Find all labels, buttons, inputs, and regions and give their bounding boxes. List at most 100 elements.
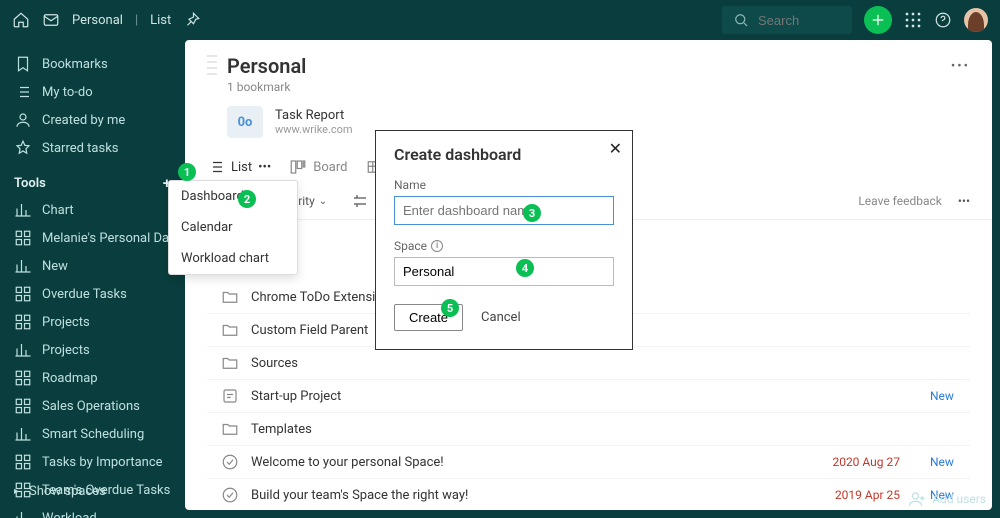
sidebar-tool-projects[interactable]: Projects xyxy=(0,336,185,364)
row-date: 2019 Apr 25 xyxy=(835,488,900,502)
help-icon[interactable] xyxy=(934,11,952,29)
person-icon xyxy=(14,111,32,129)
sidebar-item-my-to-do[interactable]: My to-do xyxy=(0,78,185,106)
mail-icon[interactable] xyxy=(42,11,60,29)
breadcrumb-view[interactable]: List xyxy=(150,13,171,28)
dropdown-item-workload-chart[interactable]: Workload chart xyxy=(169,243,297,274)
row-title: Sources xyxy=(251,356,298,371)
global-add-button[interactable] xyxy=(864,6,892,34)
chevron-down-icon: ⌄ xyxy=(319,196,327,207)
sidebar-tool-overdue-tasks[interactable]: Overdue Tasks xyxy=(0,280,185,308)
sidebar-tool-workload[interactable]: Workload xyxy=(0,504,185,518)
plus-icon xyxy=(869,11,887,29)
tab-list-more[interactable]: ••• xyxy=(258,160,271,175)
sidebar-tool-new[interactable]: New xyxy=(0,252,185,280)
sidebar-item-bookmarks[interactable]: Bookmarks xyxy=(0,50,185,78)
sidebar-tool-sales-operations[interactable]: Sales Operations xyxy=(0,392,185,420)
tab-board-label: Board xyxy=(313,160,347,175)
project-icon xyxy=(221,387,239,405)
grid-icon xyxy=(14,397,32,415)
sidebar-tool-tasks-by-importance[interactable]: Tasks by Importance xyxy=(0,448,185,476)
sidebar-item-starred-tasks[interactable]: Starred tasks xyxy=(0,134,185,162)
add-users[interactable]: Add users xyxy=(908,490,986,508)
step-2: 2 xyxy=(238,190,256,208)
close-icon[interactable]: ✕ xyxy=(609,139,622,158)
leave-feedback[interactable]: Leave feedback xyxy=(858,194,942,208)
step-3: 3 xyxy=(523,204,541,222)
sidebar-tool-melanie-s-personal-dashboard[interactable]: Melanie's Personal Dashboard xyxy=(0,224,185,252)
row-date: 2020 Aug 27 xyxy=(832,455,900,469)
folder-icon xyxy=(221,288,239,306)
sidebar-item-label: Smart Scheduling xyxy=(42,427,144,442)
chart-icon xyxy=(14,509,32,518)
sidebar-item-label: Chart xyxy=(42,203,74,218)
search-icon xyxy=(732,11,750,29)
show-spaces-label: Show spaces xyxy=(29,484,106,499)
task-icon xyxy=(221,453,239,471)
list-row[interactable]: Build your team's Space the right way!20… xyxy=(207,479,970,510)
add-user-icon xyxy=(908,490,926,508)
list-more-button[interactable]: ••• xyxy=(958,194,970,208)
page-more-button[interactable]: ••• xyxy=(951,59,970,74)
sidebar-tool-projects[interactable]: Projects xyxy=(0,308,185,336)
tab-list[interactable]: List ••• xyxy=(207,158,271,176)
step-4: 4 xyxy=(516,259,534,277)
row-badge: New xyxy=(930,389,966,403)
topbar: Personal | List xyxy=(0,0,1000,40)
grid-icon xyxy=(14,313,32,331)
sidebar-item-label: Projects xyxy=(42,343,90,358)
search-input[interactable] xyxy=(758,13,838,28)
bookmark-thumb-icon: 0o xyxy=(227,106,263,138)
dashboard-name-input[interactable] xyxy=(394,196,614,225)
row-title: Templates xyxy=(251,422,312,437)
home-icon[interactable] xyxy=(12,11,30,29)
sidebar-item-label: Workload xyxy=(42,511,97,518)
pin-icon[interactable] xyxy=(183,11,201,29)
sidebar-tool-roadmap[interactable]: Roadmap xyxy=(0,364,185,392)
step-5: 5 xyxy=(441,299,459,317)
avatar[interactable] xyxy=(964,8,988,32)
sidebar-item-created-by-me[interactable]: Created by me xyxy=(0,106,185,134)
sidebar-tool-smart-scheduling[interactable]: Smart Scheduling xyxy=(0,420,185,448)
star-icon xyxy=(14,139,32,157)
list-row[interactable]: Welcome to your personal Space!2020 Aug … xyxy=(207,446,970,479)
sidebar-tool-chart[interactable]: Chart xyxy=(0,196,185,224)
list-row[interactable]: Templates xyxy=(207,413,970,446)
task-icon xyxy=(221,486,239,504)
sidebar-item-label: Projects xyxy=(42,315,90,330)
show-spaces[interactable]: ▸ Show spaces xyxy=(0,479,185,504)
sidebar-item-label: Roadmap xyxy=(42,371,98,386)
page-title: Personal xyxy=(227,54,306,78)
sidebar-item-label: Overdue Tasks xyxy=(42,287,127,302)
list-row[interactable]: Sources xyxy=(207,347,970,380)
grid-icon xyxy=(14,229,32,247)
tab-board[interactable]: Board xyxy=(289,158,347,176)
drag-handle-icon[interactable] xyxy=(207,55,217,77)
folder-icon xyxy=(221,354,239,372)
sidebar-item-label: My to-do xyxy=(42,85,93,100)
sidebar-item-label: New xyxy=(42,259,68,274)
dropdown-item-dashboard[interactable]: Dashboard xyxy=(169,181,297,212)
list-icon xyxy=(207,158,225,176)
tab-list-label: List xyxy=(231,160,252,175)
chart-icon xyxy=(14,341,32,359)
bookmark-title: Task Report xyxy=(275,108,353,123)
space-label-text: Space xyxy=(394,239,427,253)
chart-icon xyxy=(14,425,32,443)
expand-icon[interactable] xyxy=(351,192,369,210)
grid-icon xyxy=(14,453,32,471)
grid-icon xyxy=(14,369,32,387)
create-dashboard-modal: ✕ Create dashboard Name Space i Create C… xyxy=(375,130,633,350)
chart-icon xyxy=(14,257,32,275)
space-input[interactable] xyxy=(394,257,614,286)
info-icon[interactable]: i xyxy=(431,240,443,252)
dropdown-item-calendar[interactable]: Calendar xyxy=(169,212,297,243)
add-users-label: Add users xyxy=(932,492,986,506)
cancel-button[interactable]: Cancel xyxy=(481,310,521,325)
list-row[interactable]: Start-up ProjectNew xyxy=(207,380,970,413)
search-box[interactable] xyxy=(722,6,852,34)
sidebar-item-label: Tasks by Importance xyxy=(42,455,163,470)
apps-icon[interactable] xyxy=(904,11,922,29)
breadcrumb-root[interactable]: Personal xyxy=(72,13,123,28)
modal-title: Create dashboard xyxy=(394,145,614,164)
